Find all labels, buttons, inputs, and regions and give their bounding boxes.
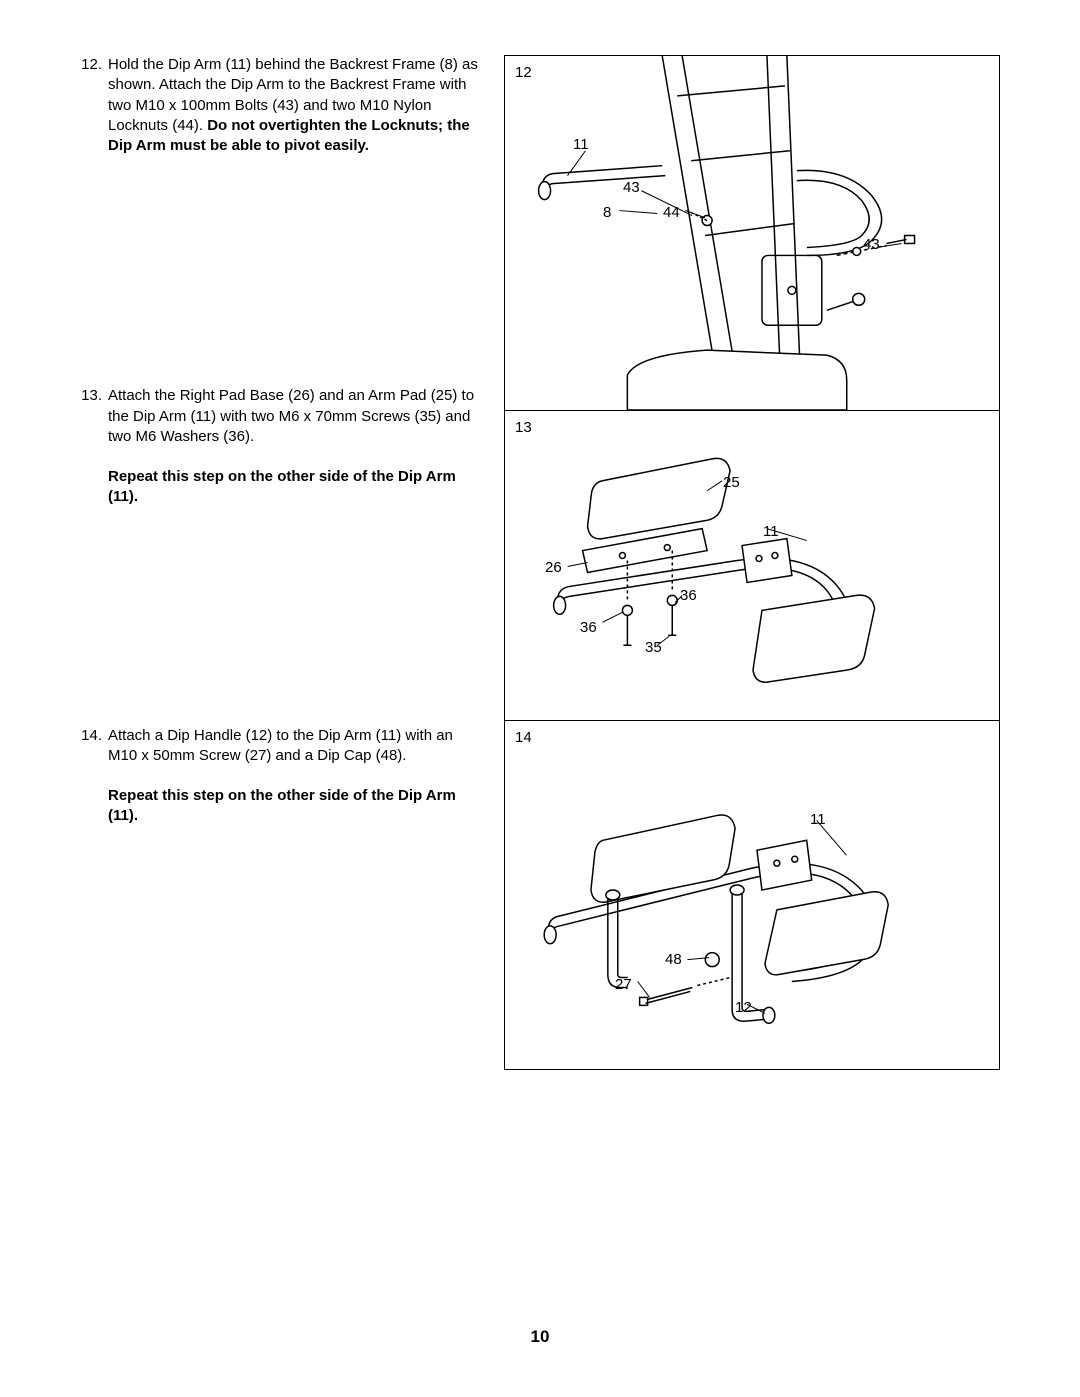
- callout: 11: [573, 136, 589, 153]
- assembly-illustration-13: [505, 411, 999, 720]
- callout: 43: [863, 236, 880, 253]
- callout: 27: [615, 976, 632, 993]
- step-text-bold: Repeat this step on the other side of th…: [108, 468, 456, 505]
- step-number: 12.: [80, 55, 108, 156]
- diagram-12: 12: [504, 55, 1000, 410]
- step-12: 12. Hold the Dip Arm (11) behind the Bac…: [80, 55, 480, 156]
- step-body: Hold the Dip Arm (11) behind the Backres…: [108, 55, 480, 156]
- callout: 43: [623, 179, 640, 196]
- instruction-text-column: 12. Hold the Dip Arm (11) behind the Bac…: [80, 55, 480, 1085]
- callout: 48: [665, 951, 682, 968]
- step-13: 13. Attach the Right Pad Base (26) and a…: [80, 386, 480, 507]
- assembly-illustration-12: [505, 56, 999, 410]
- callout: 35: [645, 639, 662, 656]
- callout: 26: [545, 559, 562, 576]
- spacer: [80, 156, 480, 386]
- step-number: 14.: [80, 726, 108, 827]
- callout: 8: [603, 204, 611, 221]
- callout: 12: [735, 999, 752, 1016]
- step-body: Attach a Dip Handle (12) to the Dip Arm …: [108, 726, 480, 827]
- callout: 11: [763, 523, 779, 540]
- diagram-14: 14: [504, 720, 1000, 1070]
- callout: 36: [580, 619, 597, 636]
- callout: 11: [810, 811, 826, 828]
- step-text: Attach the Right Pad Base (26) and an Ar…: [108, 387, 474, 445]
- step-body: Attach the Right Pad Base (26) and an Ar…: [108, 386, 480, 507]
- assembly-illustration-14: [505, 721, 999, 1069]
- callout: 36: [680, 587, 697, 604]
- spacer: [80, 508, 480, 726]
- step-number: 13.: [80, 386, 108, 507]
- page-number: 10: [0, 1327, 1080, 1347]
- step-text: Attach a Dip Handle (12) to the Dip Arm …: [108, 727, 453, 764]
- step-14: 14. Attach a Dip Handle (12) to the Dip …: [80, 726, 480, 827]
- content-area: 12. Hold the Dip Arm (11) behind the Bac…: [80, 55, 1000, 1085]
- page: 12. Hold the Dip Arm (11) behind the Bac…: [0, 0, 1080, 1397]
- diagram-13: 13: [504, 410, 1000, 720]
- step-text-bold: Repeat this step on the other side of th…: [108, 787, 456, 824]
- callout: 25: [723, 474, 740, 491]
- callout: 44: [663, 204, 680, 221]
- diagram-column: 12: [504, 55, 1000, 1085]
